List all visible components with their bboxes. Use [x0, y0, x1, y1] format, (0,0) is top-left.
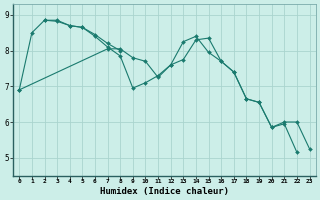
X-axis label: Humidex (Indice chaleur): Humidex (Indice chaleur): [100, 187, 229, 196]
